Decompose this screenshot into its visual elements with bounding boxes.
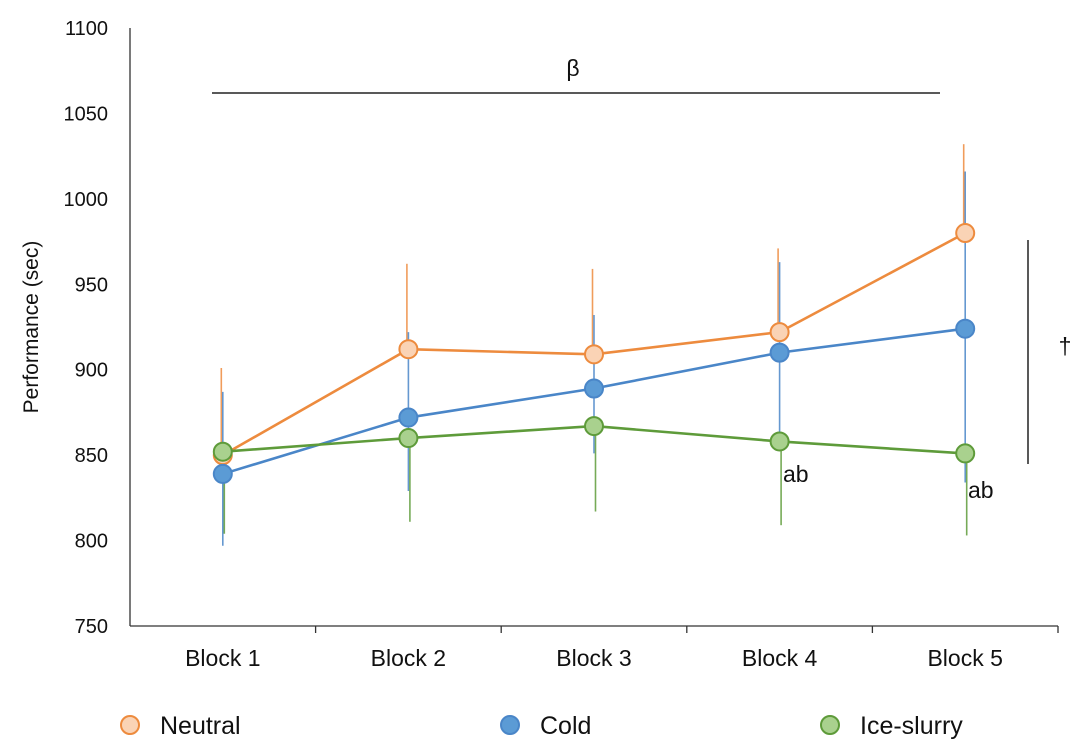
data-point: [955, 443, 976, 464]
y-tick-label: 950: [75, 274, 108, 296]
y-tick-label: 1100: [65, 18, 108, 40]
beta-label: β: [566, 55, 579, 81]
legend-marker: [820, 715, 840, 735]
legend-label: Cold: [540, 712, 591, 740]
y-tick-label: 1050: [64, 103, 109, 125]
legend-marker: [120, 715, 140, 735]
legend-label: Ice-slurry: [860, 712, 963, 740]
legend-label: Neutral: [160, 712, 241, 740]
y-axis-label: Performance (sec): [20, 241, 43, 414]
significance-annotations: β †: [212, 55, 1071, 464]
x-tick-label: Block 2: [371, 645, 446, 671]
data-point: [769, 342, 790, 363]
data-point: [212, 441, 233, 462]
axes: [129, 28, 1058, 627]
dagger-label: †: [1059, 333, 1072, 359]
data-point: [398, 428, 419, 449]
y-tick-labels: 750 800 850 900 950 1000 1050 1100: [64, 18, 109, 638]
data-point: [398, 339, 419, 360]
data-point: [584, 344, 604, 365]
data-point: [212, 463, 233, 484]
x-tick-label: Block 1: [185, 645, 260, 671]
series-markers: [212, 223, 976, 484]
data-point: [955, 223, 976, 244]
data-point: [769, 322, 790, 343]
y-tick-label: 850: [75, 445, 108, 467]
data-point: [769, 431, 790, 452]
x-tick-label: Block 5: [927, 645, 1002, 671]
y-tick-label: 750: [75, 616, 108, 638]
data-point: [584, 378, 604, 399]
y-tick-label: 1000: [64, 189, 109, 211]
ab-label-block4: ab: [783, 461, 809, 487]
x-tick-label: Block 4: [742, 645, 818, 671]
x-tick-labels: Block 1 Block 2 Block 3 Block 4 Block 5: [185, 626, 1059, 671]
y-tick-label: 900: [75, 360, 108, 382]
data-point: [398, 407, 419, 428]
x-tick-label: Block 3: [556, 645, 631, 671]
ab-label-block5: ab: [968, 477, 994, 503]
data-point: [584, 416, 604, 437]
data-point: [955, 318, 976, 339]
legend-marker: [500, 715, 520, 735]
y-tick-label: 800: [75, 531, 108, 553]
legend: Neutral Cold Ice-slurry: [120, 712, 963, 740]
